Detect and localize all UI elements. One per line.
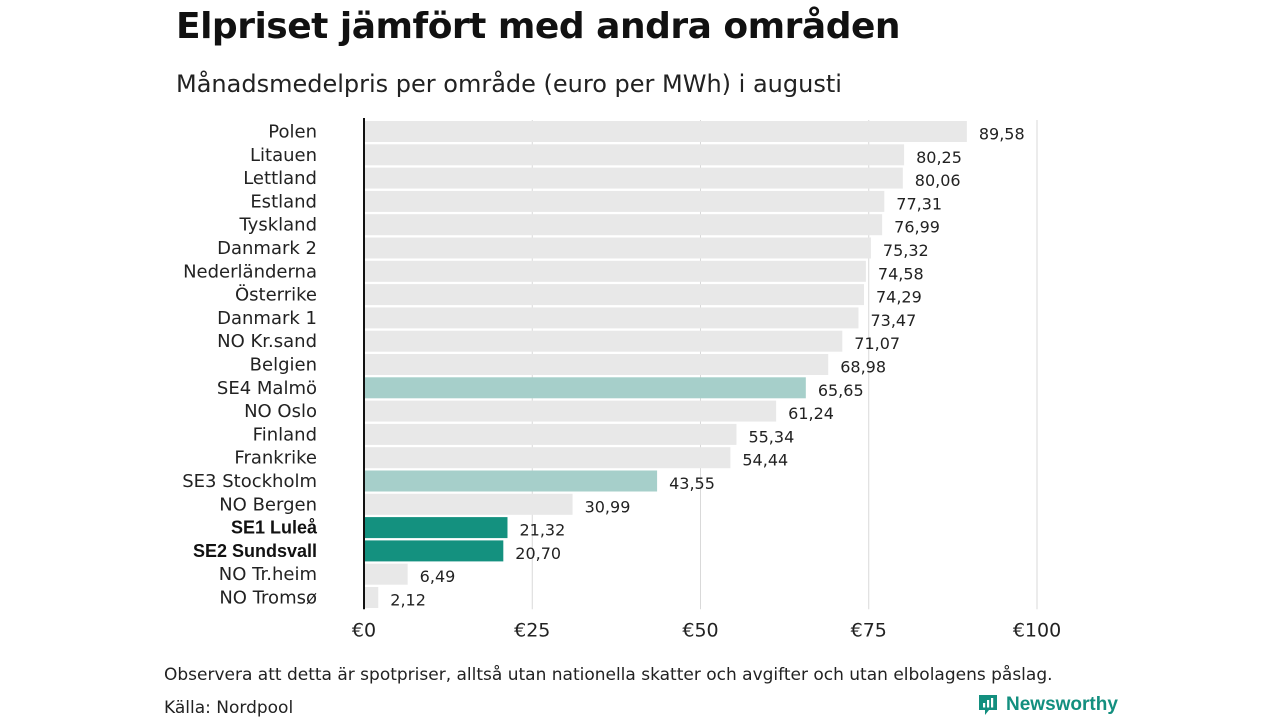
category-label: Nederländerna bbox=[183, 261, 317, 282]
bar bbox=[364, 167, 903, 189]
bars bbox=[364, 121, 967, 608]
category-label: NO Oslo bbox=[244, 401, 317, 422]
bar bbox=[364, 307, 859, 329]
value-label: 2,12 bbox=[390, 591, 426, 610]
bar bbox=[364, 260, 866, 282]
value-label: 55,34 bbox=[748, 427, 794, 446]
bar bbox=[364, 423, 737, 445]
bar bbox=[364, 214, 883, 236]
category-label: NO Bergen bbox=[219, 494, 317, 515]
bar bbox=[364, 330, 843, 352]
value-label: 80,25 bbox=[916, 148, 962, 167]
category-label: Polen bbox=[268, 122, 317, 143]
value-label: 75,32 bbox=[883, 241, 929, 260]
x-tick-label: €0 bbox=[352, 619, 376, 641]
bar bbox=[364, 540, 504, 562]
category-label: Danmark 2 bbox=[217, 238, 317, 259]
brand-logo: Newsworthy bbox=[978, 694, 1118, 716]
value-label: 54,44 bbox=[742, 451, 788, 470]
value-label: 89,58 bbox=[979, 125, 1025, 144]
category-label: Estland bbox=[250, 191, 317, 212]
value-label: 74,29 bbox=[876, 288, 922, 307]
category-label: Danmark 1 bbox=[217, 308, 317, 329]
category-label: NO Tr.heim bbox=[219, 564, 317, 585]
bar bbox=[364, 377, 806, 399]
value-label: 68,98 bbox=[840, 358, 886, 377]
bar bbox=[364, 284, 864, 306]
value-label: 20,70 bbox=[515, 544, 561, 563]
value-label: 65,65 bbox=[818, 381, 864, 400]
value-label: 71,07 bbox=[854, 334, 900, 353]
category-label: Österrike bbox=[235, 284, 317, 306]
value-label: 21,32 bbox=[519, 521, 565, 540]
bar bbox=[364, 237, 871, 259]
bar bbox=[364, 470, 658, 492]
category-label: Frankrike bbox=[234, 448, 317, 469]
x-tick-label: €75 bbox=[851, 619, 887, 641]
x-tick-label: €100 bbox=[1013, 619, 1061, 641]
category-label: SE4 Malmö bbox=[217, 378, 317, 399]
chart-subtitle: Månadsmedelpris per område (euro per MWh… bbox=[176, 70, 842, 98]
bar bbox=[364, 354, 829, 375]
brand-name: Newsworthy bbox=[1006, 694, 1118, 715]
source-note: Källa: Nordpool bbox=[164, 698, 294, 718]
value-label: 43,55 bbox=[669, 474, 715, 493]
value-label: 74,58 bbox=[878, 264, 924, 283]
bar bbox=[364, 493, 573, 515]
x-tick-label: €25 bbox=[514, 619, 550, 641]
value-label: 30,99 bbox=[585, 497, 631, 516]
value-label: 6,49 bbox=[420, 567, 456, 586]
category-label: Belgien bbox=[250, 355, 317, 376]
category-label: Lettland bbox=[243, 168, 317, 189]
bar bbox=[364, 144, 905, 166]
bar-chart: PolenLitauenLettlandEstlandTysklandDanma… bbox=[182, 118, 1061, 641]
footnote: Observera att detta är spotpriser, allts… bbox=[164, 665, 1053, 685]
category-label: Tyskland bbox=[238, 215, 317, 236]
x-tick-label: €50 bbox=[682, 619, 718, 641]
category-label: SE1 Luleå bbox=[231, 518, 318, 538]
category-label: SE2 Sundsvall bbox=[193, 541, 317, 561]
bar bbox=[364, 587, 379, 608]
bar bbox=[364, 400, 777, 422]
value-labels: 89,58 80,25 80,06 77,31 76,99 75,32 74,58 74,29… bbox=[390, 125, 1024, 610]
category-label: NO Tromsø bbox=[219, 588, 317, 609]
category-label: Finland bbox=[253, 424, 317, 445]
bar bbox=[364, 190, 885, 212]
category-labels: PolenLitauenLettlandEstlandTysklandDanma… bbox=[182, 122, 318, 609]
x-axis-ticks: €0 €25 €50 €75 €100 bbox=[352, 619, 1061, 641]
category-label: NO Kr.sand bbox=[217, 331, 317, 352]
value-label: 73,47 bbox=[870, 311, 916, 330]
bar bbox=[364, 517, 508, 539]
value-label: 61,24 bbox=[788, 404, 834, 423]
category-label: Litauen bbox=[250, 145, 317, 166]
value-label: 77,31 bbox=[896, 194, 942, 213]
value-label: 80,06 bbox=[915, 171, 961, 190]
newsworthy-logo-icon bbox=[979, 695, 997, 715]
bar bbox=[364, 563, 408, 585]
bar bbox=[364, 121, 967, 142]
value-label: 76,99 bbox=[894, 218, 940, 237]
category-label: SE3 Stockholm bbox=[182, 471, 317, 492]
chart-title: Elpriset jämfört med andra områden bbox=[176, 6, 901, 47]
bar bbox=[364, 447, 731, 469]
